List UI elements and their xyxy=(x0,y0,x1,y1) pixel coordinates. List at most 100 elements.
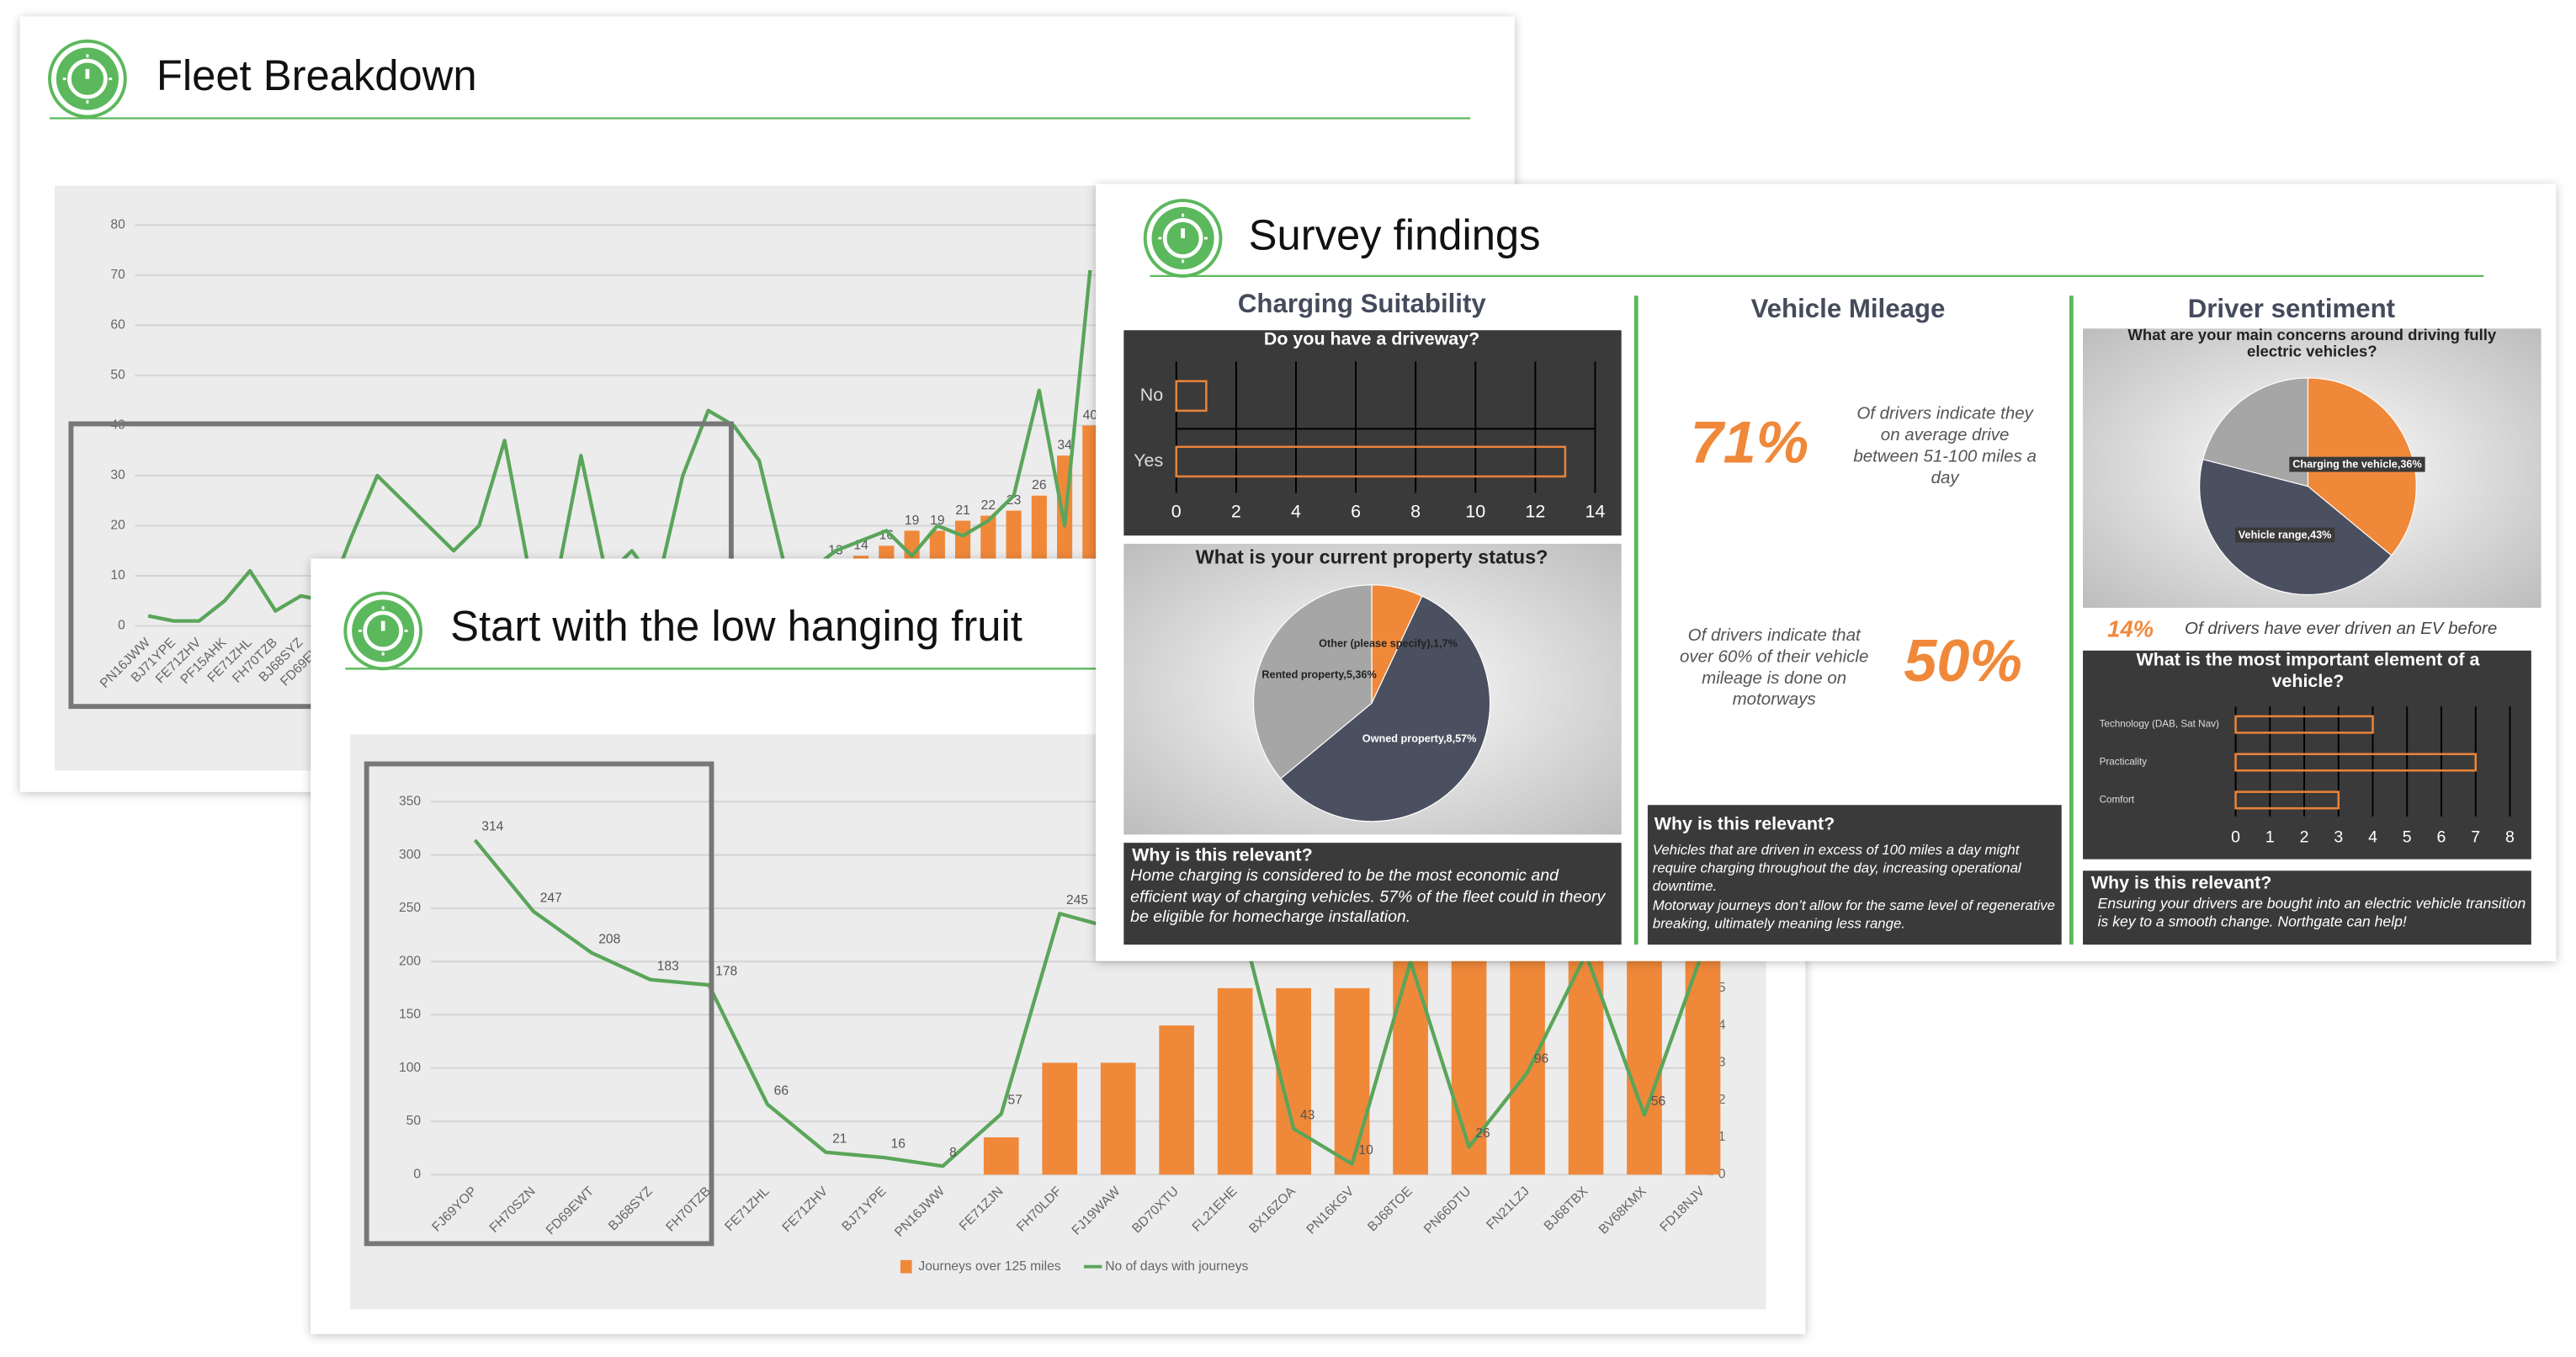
line-value-label: 26 xyxy=(1475,1126,1490,1141)
slide-title: Survey findings xyxy=(1249,210,1541,258)
relevance-text-box: Ensuring your drivers are bought into an… xyxy=(2097,895,2526,931)
x-tick-label: 5 xyxy=(2403,828,2412,846)
relevance-heading: Why is this relevant? xyxy=(1132,844,1313,865)
stat-text-box: Of drivers indicate they on average driv… xyxy=(1853,404,2037,489)
line-value-label: 21 xyxy=(832,1131,847,1146)
bar-value-label: 22 xyxy=(981,498,996,513)
column-heading: Vehicle Mileage xyxy=(1751,294,1946,323)
chart-title: What is the most important element of a … xyxy=(2136,650,2480,691)
logo-icon xyxy=(50,41,125,117)
relevance-text-block: Vehicles that are driven in excess of 10… xyxy=(1653,841,2058,933)
y-tick-label: 50 xyxy=(406,1114,422,1128)
bar xyxy=(2234,790,2340,810)
stat-text: Of drivers indicate they on average driv… xyxy=(1853,404,2037,489)
chart-title: What is your current property status? xyxy=(1196,546,1548,568)
stat-text-box: Of drivers indicate that over 60% of the… xyxy=(1679,625,1869,710)
bar xyxy=(1217,987,1253,1175)
x-tick-label: 3 xyxy=(2334,828,2343,846)
line-value-label: 8 xyxy=(949,1146,957,1160)
pie-slice xyxy=(2202,377,2309,487)
y-tick-label: 0 xyxy=(118,619,125,633)
concerns-chart: Charging the vehicle,36% Vehicle range,43… xyxy=(2199,377,2425,596)
y-tick-label: 20 xyxy=(110,519,125,533)
x-tick-label: 6 xyxy=(2437,828,2446,846)
column-heading: Charging Suitability xyxy=(1238,289,1486,318)
bar-value-label: 21 xyxy=(955,503,969,518)
y2-tick-label: 4 xyxy=(1718,1018,1726,1032)
line-value-label: 66 xyxy=(774,1083,789,1098)
driveway-chart: 0 2 4 6 8 10 12 14 No Yes xyxy=(1134,361,1605,522)
relevance-text-box: Home charging is considered to be the mo… xyxy=(1130,867,1605,926)
x-tick-label: 0 xyxy=(1171,502,1182,522)
y-tick-label: 60 xyxy=(110,318,125,333)
legend-swatch xyxy=(900,1259,912,1274)
slide-title: Start with the low hanging fruit xyxy=(450,602,1022,650)
y-tick-label: 80 xyxy=(110,217,125,231)
column-heading: Driver sentiment xyxy=(2188,294,2396,323)
chart-title: What are your main concerns around drivi… xyxy=(2127,328,2497,363)
survey-slide: Survey findings Charging Suitability Do … xyxy=(1096,184,2557,961)
category-label: Practicality xyxy=(2100,757,2148,768)
line-value-label: 56 xyxy=(1651,1094,1665,1109)
line-value-label: 247 xyxy=(540,891,562,905)
bar xyxy=(1393,950,1428,1175)
slice-label-box xyxy=(2234,527,2335,543)
legend-label: Journeys over 125 miles xyxy=(918,1259,1060,1274)
relevance-text: Vehicles that are driven in excess of 10… xyxy=(1652,841,2021,895)
x-tick-label: 10 xyxy=(1465,502,1485,522)
x-tick-label: 12 xyxy=(1525,502,1545,522)
relevance-box xyxy=(1123,843,1622,945)
x-tick-label: 2 xyxy=(1231,502,1241,522)
category-label: Comfort xyxy=(2100,795,2135,806)
chart-title-box: What are your main concerns around drivi… xyxy=(2127,328,2497,363)
relevance-heading: Why is this relevant? xyxy=(2091,873,2272,893)
x-tick-label: 8 xyxy=(2505,828,2515,846)
importance-chart: 0 1 2 3 4 5 6 7 8 Technology (DAB, Sat Nav) Practi… xyxy=(2100,706,2515,846)
slice-label: Charging the vehicle,36% xyxy=(2292,459,2422,471)
y-tick-label: 100 xyxy=(399,1061,421,1075)
x-tick-label: 6 xyxy=(1351,502,1361,522)
highlight-box xyxy=(364,761,714,1247)
y-tick-label: 0 xyxy=(413,1168,421,1182)
stat-text: Of drivers have ever driven an EV before xyxy=(2185,619,2497,638)
relevance-text: Ensuring your drivers are bought into an… xyxy=(2097,895,2526,931)
slide-title: Fleet Breakdown xyxy=(157,51,477,99)
y-tick-label: 350 xyxy=(399,794,421,808)
y-tick-label: 50 xyxy=(110,368,125,382)
relevance-heading: Why is this relevant? xyxy=(1654,813,1835,833)
bar-value-label: 26 xyxy=(1032,478,1046,492)
bar xyxy=(1175,380,1208,412)
pie-slice xyxy=(2199,458,2393,596)
logo-icon xyxy=(345,593,421,669)
x-tick-label: 4 xyxy=(2368,828,2377,846)
line-value-label: 16 xyxy=(891,1137,906,1152)
line-value-label: 314 xyxy=(481,819,503,833)
x-tick-label: 4 xyxy=(1291,502,1301,522)
relevance-text-box: Vehicles that are driven in excess of 10… xyxy=(1653,841,2058,933)
stat-text: Of drivers indicate that over 60% of the… xyxy=(1679,625,1869,710)
relevance-box xyxy=(1647,805,2062,945)
slice-label: Vehicle range,43% xyxy=(2239,529,2332,541)
line-series xyxy=(473,838,1705,1168)
bar xyxy=(2234,753,2478,772)
line-value-label: 245 xyxy=(1066,893,1088,907)
line-value-label: 96 xyxy=(1534,1051,1548,1066)
relevance-text: Motorway journeys don’t allow for the sa… xyxy=(1652,896,2055,931)
y2-tick-label: 1 xyxy=(1718,1130,1726,1144)
category-label: Technology (DAB, Sat Nav) xyxy=(2100,719,2219,730)
y-tick-label: 250 xyxy=(399,901,421,915)
y2-tick-label: 2 xyxy=(1718,1093,1726,1107)
pie-slice xyxy=(1252,584,1373,780)
x-tick-label: 8 xyxy=(1410,502,1421,522)
y-tick-label: 30 xyxy=(110,468,125,482)
y2-tick-label: 0 xyxy=(1718,1168,1726,1182)
bar xyxy=(1175,445,1567,478)
bar xyxy=(983,1137,1019,1175)
line-value-label: 178 xyxy=(715,965,737,979)
pie-slice xyxy=(1279,595,1491,822)
line-value-label: 43 xyxy=(1300,1108,1315,1122)
y-tick-label: 200 xyxy=(399,954,421,968)
property-chart: Other (please specify),1,7% Owned propert… xyxy=(1252,584,1491,822)
